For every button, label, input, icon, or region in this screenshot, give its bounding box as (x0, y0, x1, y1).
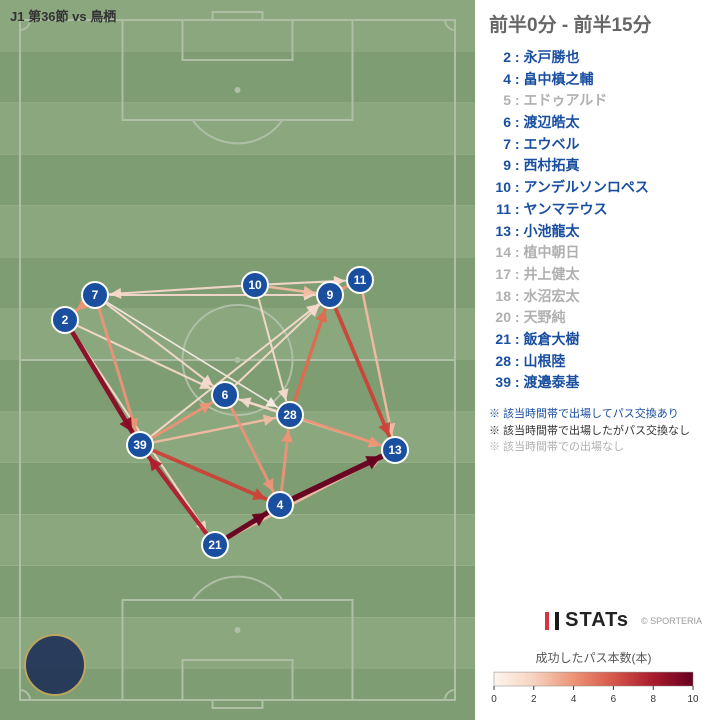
player-item: 18 : 水沼宏太 (489, 286, 702, 308)
svg-text:39: 39 (133, 438, 147, 452)
player-list: 2 : 永戸勝也4 : 畠中槙之輔5 : エドゥアルド6 : 渡辺皓太7 : エ… (489, 47, 702, 394)
player-item: 13 : 小池龍太 (489, 221, 702, 243)
svg-text:8: 8 (650, 694, 656, 705)
player-item: 14 : 植中朝日 (489, 242, 702, 264)
legend-note-active: ※ 該当時間帯で出場してパス交換あり (489, 406, 702, 423)
player-item: 21 : 飯倉大樹 (489, 329, 702, 351)
svg-text:2: 2 (531, 694, 537, 705)
svg-text:28: 28 (283, 408, 297, 422)
player-item: 39 : 渡邉泰基 (489, 372, 702, 394)
brand-bar-2 (555, 612, 559, 630)
legend-notes: ※ 該当時間帯で出場してパス交換あり ※ 該当時間帯で出場したがパス交換なし ※… (489, 406, 702, 456)
legend-note-nopass: ※ 該当時間帯で出場したがパス交換なし (489, 423, 702, 440)
pitch-diagram: 2 4 6 7 9 10 11 13 21 28 39 (0, 0, 475, 720)
time-range-title: 前半0分 - 前半15分 (489, 10, 702, 37)
svg-text:21: 21 (208, 538, 222, 552)
player-item: 5 : エドゥアルド (489, 90, 702, 112)
player-item: 17 : 井上健太 (489, 264, 702, 286)
player-item: 28 : 山根陸 (489, 351, 702, 373)
legend-note-unused: ※ 該当時間帯での出場なし (489, 439, 702, 456)
colorbar-label: 成功したパス本数(本) (489, 649, 698, 666)
player-item: 4 : 畠中槙之輔 (489, 69, 702, 91)
svg-text:6: 6 (611, 694, 617, 705)
player-item: 7 : エウベル (489, 134, 702, 156)
brand-text: STATs (565, 609, 629, 632)
svg-text:10: 10 (687, 694, 698, 705)
player-item: 6 : 渡辺皓太 (489, 112, 702, 134)
svg-text:6: 6 (222, 388, 229, 402)
svg-text:7: 7 (92, 288, 99, 302)
stats-brand: STATs © SPORTERIA (489, 609, 702, 632)
svg-text:4: 4 (571, 694, 577, 705)
svg-text:0: 0 (491, 694, 497, 705)
svg-text:2: 2 (62, 313, 69, 327)
svg-text:9: 9 (327, 288, 334, 302)
svg-text:4: 4 (277, 498, 284, 512)
brand-copyright: © SPORTERIA (641, 616, 702, 626)
brand-bar-1 (545, 612, 549, 630)
colorbar: 成功したパス本数(本) 0 2 4 6 8 10 (489, 649, 698, 708)
player-item: 9 : 西村拓真 (489, 155, 702, 177)
player-item: 10 : アンデルソンロペス (489, 177, 702, 199)
svg-text:13: 13 (388, 443, 402, 457)
svg-text:10: 10 (248, 278, 262, 292)
player-item: 20 : 天野純 (489, 307, 702, 329)
player-item: 2 : 永戸勝也 (489, 47, 702, 69)
player-item: 11 : ヤンマテウス (489, 199, 702, 221)
match-title: J1 第36節 vs 鳥栖 (10, 6, 116, 25)
svg-text:11: 11 (354, 273, 367, 287)
